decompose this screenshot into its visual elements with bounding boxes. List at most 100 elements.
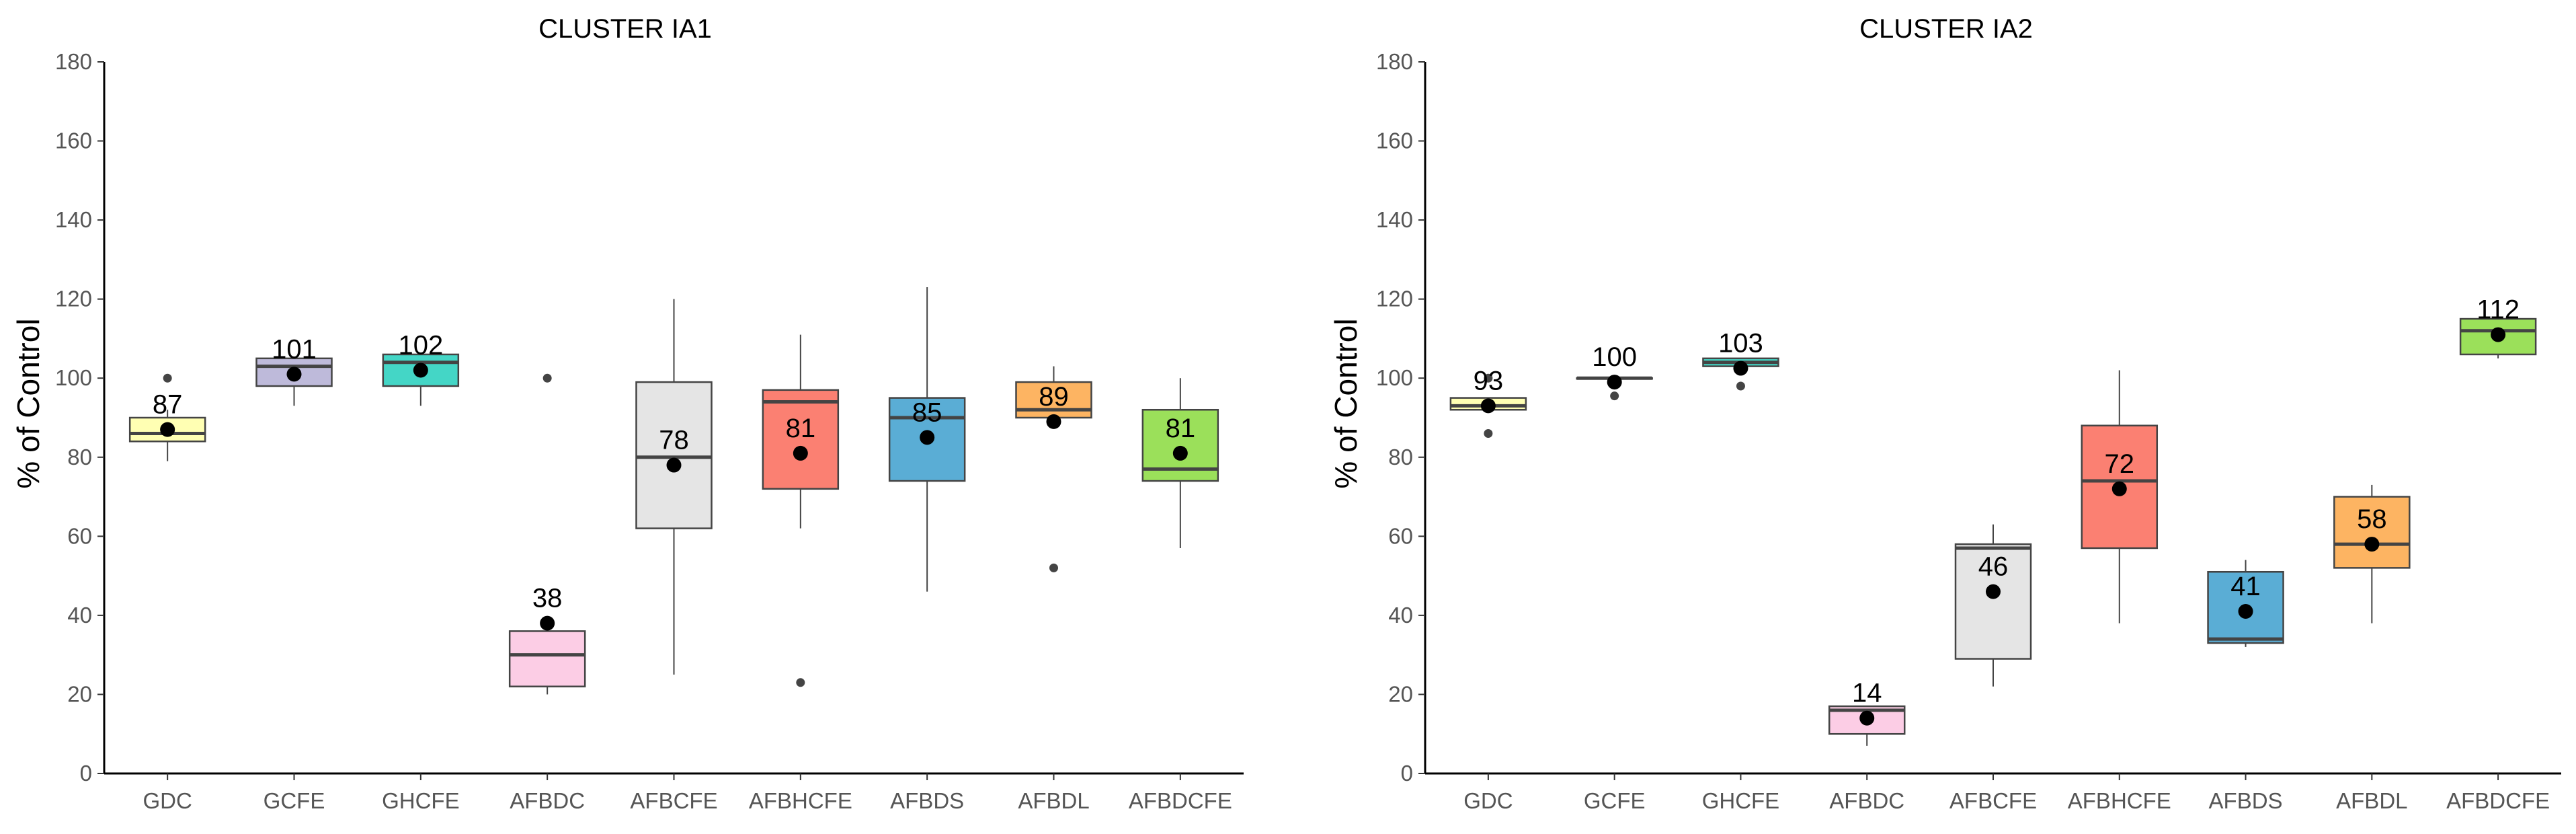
mean-label: 93 [1474,366,1504,395]
x-tick-label: GHCFE [1702,788,1780,813]
mean-label: 102 [398,330,443,360]
box-afbds: 41 [2207,560,2284,647]
panel-cluster-ia1: CLUSTER IA1 % of Control 0 20 40 60 80 100 120… [11,14,2561,813]
box-ghcfe: 102 [382,330,460,406]
outlier-point [542,373,552,383]
y-axis-label: % of Control [11,318,46,488]
box-afbhcfe: 81 [762,334,840,687]
mean-point [1859,710,1875,726]
outlier-point [796,678,805,687]
y-tick-label: 100 [1376,365,1413,390]
box-afbdcfe: 81 [1141,378,1219,548]
outlier-point [1484,373,1493,383]
y-tick-label: 40 [67,603,92,628]
box-afbdc: 14 [1828,679,1906,746]
mean-point [2364,537,2380,552]
y-tick-label: 120 [1376,287,1413,311]
mean-label: 14 [1852,679,1882,708]
mean-point [2491,327,2506,342]
box-body [635,381,713,529]
x-tick-label: AFBHCFE [749,788,852,813]
mean-label: 72 [2105,449,2135,479]
mean-point [1480,398,1496,414]
y-tick-label: 160 [1376,128,1413,153]
mean-label: 41 [2230,572,2261,601]
box-body [2459,317,2537,356]
y-tick-label: 20 [1388,681,1413,706]
box-body [762,389,840,490]
x-tick-label: AFBDC [510,788,585,813]
y-tick-label: 100 [55,365,92,390]
mean-point [1046,414,1061,429]
box-afbhcfe: 72 [2081,370,2159,623]
mean-point [413,363,428,378]
mean-label: 58 [2357,504,2387,534]
x-tick-label: AFBHCFE [2068,788,2171,813]
box-afbdl: 89 [1015,366,1092,572]
mean-label: 100 [1592,342,1637,372]
x-tick-label: AFBDL [1018,788,1089,813]
box-gdc: 87 0 20 40 60 80 100 120 140 160 180 GDC GCFE GHCFE AF… [128,49,2561,813]
mean-label: 78 [659,426,689,455]
mean-label: 81 [786,414,816,443]
outlier-point [1610,391,1619,401]
mean-point [1172,445,1188,461]
outlier-point [1049,563,1058,572]
mean-point [920,430,935,445]
mean-point [1986,584,2001,599]
y-tick-label: 120 [55,287,92,311]
y-tick-label: 0 [80,761,92,786]
mean-point [2238,604,2253,619]
box-ghcfe: 103 [1702,329,1779,391]
x-tick-label: GDC [143,788,192,813]
x-tick-label: AFBDCFE [2446,788,2550,813]
y-tick-label: 180 [55,49,92,74]
panel-cluster-ia2: CLUSTER IA2 % of Control [1328,14,2033,489]
box-gcfe: 101 [255,334,333,406]
box-afbdcfe: 112 [2459,295,2537,358]
box-body [2333,496,2411,569]
mean-label: 46 [1978,552,2009,582]
x-tick-label: AFBDC [1829,788,1904,813]
y-tick-label: 60 [1388,523,1413,548]
mean-point [160,422,175,437]
y-tick-label: 0 [1401,761,1413,786]
mean-point [666,457,682,473]
box-afbdl: 58 [2333,484,2411,623]
mean-label: 89 [1039,382,1069,412]
box-afbcfe: 46 [1954,524,2032,687]
mean-label: 103 [1718,329,1763,358]
outlier-point [163,373,172,383]
y-tick-label: 180 [1376,49,1413,74]
x-tick-label: GCFE [1584,788,1646,813]
y-tick-label: 160 [55,128,92,153]
box-gcfe: 100 [1576,342,1653,401]
box-body [508,630,586,687]
mean-label: 85 [912,397,942,427]
x-tick-label: AFBDCFE [1129,788,1232,813]
x-tick-label: AFBCFE [630,788,717,813]
panel-title: CLUSTER IA1 [538,14,712,44]
mean-point [540,615,555,631]
x-tick-label: GCFE [264,788,325,813]
box-afbds: 85 [888,287,966,592]
box-body [1954,543,2032,660]
x-tick-label: GHCFE [382,788,460,813]
x-tick-label: AFBCFE [1949,788,2037,813]
outlier-point [1736,381,1745,391]
y-tick-label: 60 [67,523,92,548]
y-tick-label: 80 [67,445,92,469]
y-tick-label: 20 [67,681,92,706]
mean-point [1733,361,1748,376]
x-tick-label: AFBDS [2209,788,2283,813]
x-tick-label: GDC [1463,788,1513,813]
y-axis-label: % of Control [1328,318,1363,488]
x-tick-label: AFBDL [2336,788,2407,813]
panel-title: CLUSTER IA2 [1859,14,2033,44]
mean-point [286,367,302,382]
mean-label: 81 [1166,414,1196,443]
box-afbdc: 38 [508,373,586,695]
y-tick-label: 140 [55,207,92,232]
